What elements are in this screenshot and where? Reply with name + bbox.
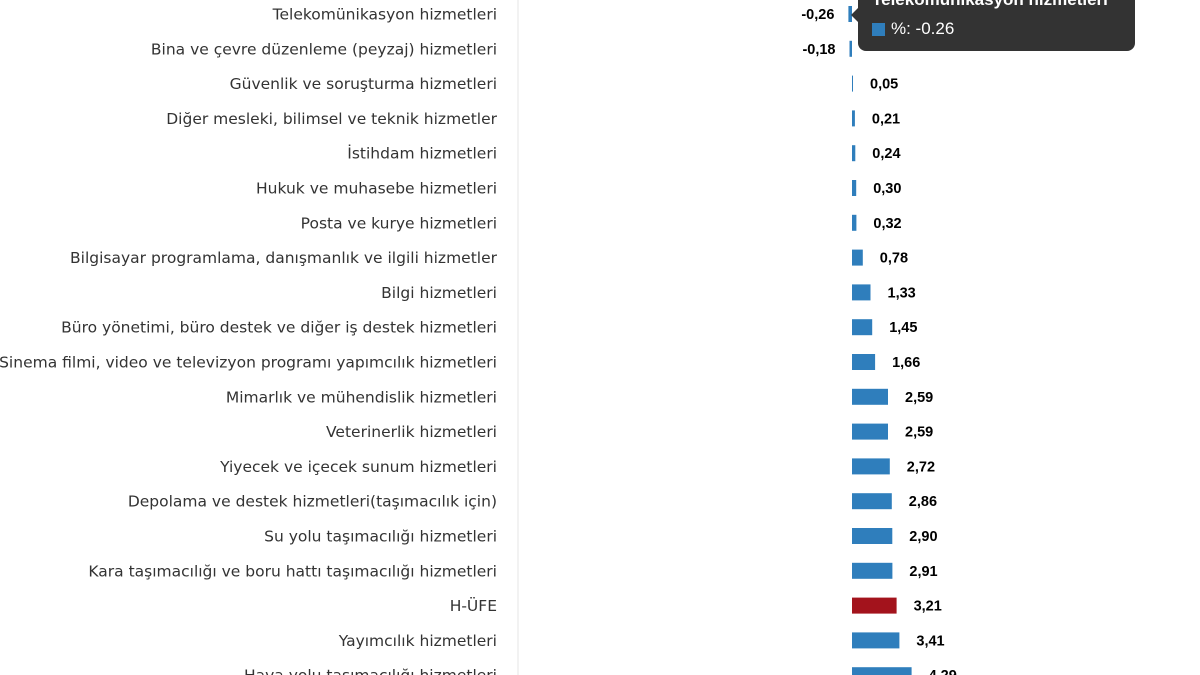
bar[interactable] bbox=[852, 388, 888, 405]
tooltip-title: Telekomünikasyon hizmetleri bbox=[872, 0, 1121, 10]
value-label: 3,41 bbox=[916, 633, 944, 649]
tooltip-row: %: -0.26 bbox=[872, 19, 1121, 39]
category-label: Bina ve çevre düzenleme (peyzaj) hizmetl… bbox=[151, 40, 497, 58]
category-label: Posta ve kurye hizmetleri bbox=[301, 214, 497, 232]
value-label: 0,78 bbox=[880, 251, 908, 267]
bar[interactable] bbox=[852, 354, 876, 370]
value-label: 0,30 bbox=[873, 181, 901, 197]
bar[interactable] bbox=[852, 249, 863, 266]
category-label: Sinema filmi, video ve televizyon progra… bbox=[0, 354, 497, 372]
value-label: 2,90 bbox=[909, 529, 937, 545]
bar[interactable] bbox=[852, 180, 857, 196]
value-label: 3,21 bbox=[914, 599, 942, 615]
category-label: H-ÜFE bbox=[450, 596, 497, 615]
category-label: Bilgi hizmetleri bbox=[381, 284, 497, 302]
chart-tooltip: Telekomünikasyon hizmetleri %: -0.26 bbox=[851, 0, 1135, 51]
category-label: İstihdam hizmetleri bbox=[347, 144, 497, 163]
category-label: Mimarlık ve mühendislik hizmetleri bbox=[226, 388, 497, 406]
value-label: 2,72 bbox=[907, 459, 935, 475]
value-label: 0,32 bbox=[873, 216, 901, 232]
bar[interactable] bbox=[849, 40, 853, 57]
tooltip-value: %: -0.26 bbox=[891, 19, 955, 38]
bar[interactable] bbox=[852, 214, 857, 231]
value-label: -0,26 bbox=[801, 7, 834, 23]
value-label: 1,66 bbox=[892, 355, 920, 371]
bar[interactable] bbox=[852, 528, 893, 544]
bar[interactable] bbox=[852, 423, 888, 440]
category-label: Yayımcılık hizmetleri bbox=[338, 632, 497, 650]
bar[interactable] bbox=[852, 75, 853, 92]
category-label: Büro yönetimi, büro destek ve diğer iş d… bbox=[61, 319, 497, 337]
value-label: 0,21 bbox=[872, 111, 900, 127]
bar[interactable] bbox=[852, 493, 892, 510]
bar[interactable] bbox=[852, 562, 893, 579]
category-label: Depolama ve destek hizmetleri(taşımacılı… bbox=[128, 493, 497, 511]
value-label: 2,59 bbox=[905, 425, 933, 441]
bar[interactable] bbox=[852, 145, 856, 162]
category-label: Güvenlik ve soruşturma hizmetleri bbox=[230, 75, 497, 93]
bar[interactable] bbox=[852, 319, 873, 336]
value-label: 2,86 bbox=[909, 494, 937, 510]
category-label: Hava yolu taşımacılığı hizmetleri bbox=[244, 667, 497, 675]
bar[interactable] bbox=[848, 6, 852, 22]
bar[interactable] bbox=[852, 632, 900, 649]
category-label: Hukuk ve muhasebe hizmetleri bbox=[256, 180, 497, 198]
tooltip-caret bbox=[851, 8, 858, 22]
category-label: Diğer mesleki, bilimsel ve teknik hizmet… bbox=[166, 110, 497, 128]
value-label: 4,29 bbox=[929, 668, 957, 675]
category-label: Telekomünikasyon hizmetleri bbox=[272, 6, 497, 24]
bar[interactable] bbox=[852, 667, 912, 675]
bar[interactable] bbox=[852, 284, 871, 301]
value-label: 1,45 bbox=[889, 320, 917, 336]
bar-highlight[interactable] bbox=[852, 597, 897, 614]
value-label: 0,24 bbox=[872, 146, 900, 162]
value-label: 2,91 bbox=[909, 564, 937, 580]
category-label: Su yolu taşımacılığı hizmetleri bbox=[264, 528, 497, 546]
value-label: 2,59 bbox=[905, 390, 933, 406]
tooltip-swatch bbox=[872, 22, 885, 36]
value-label: 0,05 bbox=[870, 77, 898, 93]
value-label: -0,18 bbox=[802, 42, 835, 58]
category-label: Bilgisayar programlama, danışmanlık ve i… bbox=[70, 249, 498, 267]
category-label: Kara taşımacılığı ve boru hattı taşımacı… bbox=[88, 562, 497, 580]
category-label: Yiyecek ve içecek sunum hizmetleri bbox=[219, 458, 497, 476]
bar[interactable] bbox=[852, 110, 855, 127]
category-label: Veterinerlik hizmetleri bbox=[326, 423, 497, 441]
value-label: 1,33 bbox=[888, 285, 916, 301]
bar[interactable] bbox=[852, 458, 890, 475]
